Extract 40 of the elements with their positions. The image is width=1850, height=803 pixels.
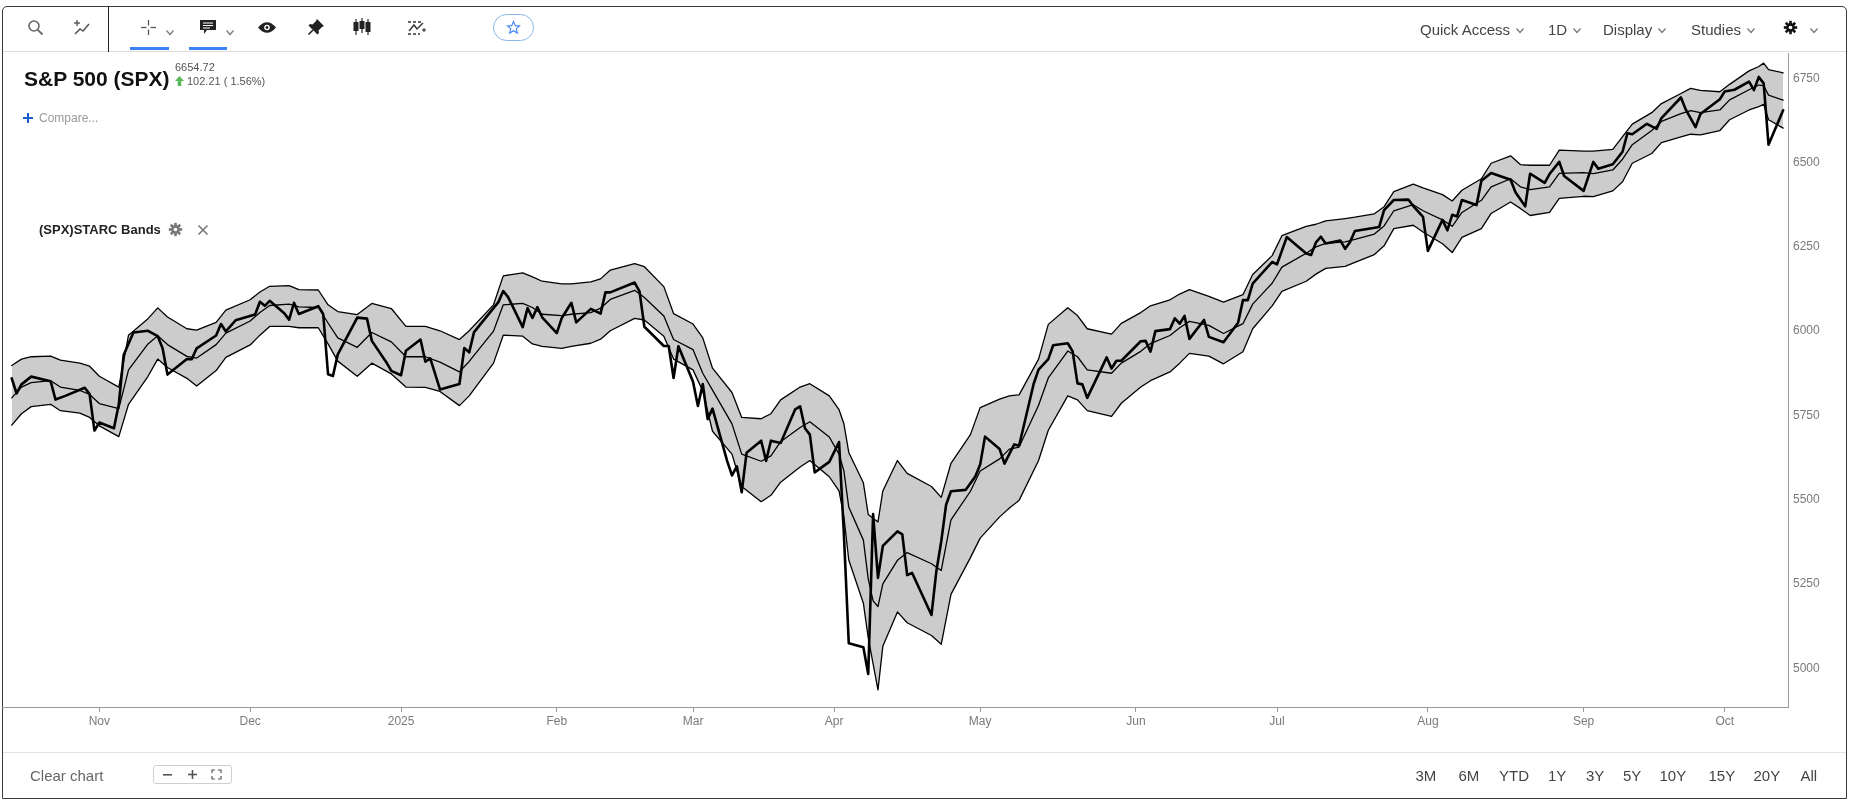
x-tick-label: Feb xyxy=(546,713,568,728)
annotation: (SPX)STARC Bands xyxy=(39,221,161,237)
y-tick-label: 6750 xyxy=(1793,70,1821,85)
text: 5Y xyxy=(1623,766,1642,784)
text: 15Y xyxy=(1708,766,1736,784)
text: All xyxy=(1800,766,1818,784)
text: 3M xyxy=(1415,766,1437,784)
y-tick-label: 5500 xyxy=(1793,491,1821,506)
text: S&P 500 (SPX) xyxy=(24,67,170,90)
text: 6M xyxy=(1458,766,1480,784)
text: YTD xyxy=(1499,766,1529,784)
x-tick-label: Apr xyxy=(824,713,844,728)
x-tick-label: Jun xyxy=(1126,713,1146,728)
x-tick-label: Sep xyxy=(1572,713,1595,728)
text: 20Y xyxy=(1753,766,1781,784)
x-tick-label: Dec xyxy=(239,713,261,728)
y-tick-label: 6000 xyxy=(1793,323,1821,338)
y-tick-label: 5250 xyxy=(1793,576,1821,591)
x-tick-label: Nov xyxy=(88,713,110,728)
text: Display xyxy=(1603,20,1653,38)
y-tick-label: 5750 xyxy=(1793,407,1821,422)
annotation: 6654.72 xyxy=(175,60,215,73)
text: 1D xyxy=(1548,20,1568,38)
text: Studies xyxy=(1691,20,1742,38)
y-tick-label: 6500 xyxy=(1793,154,1821,169)
text: Clear chart xyxy=(30,766,104,784)
x-tick-label: May xyxy=(968,713,992,728)
x-tick-label: Mar xyxy=(682,713,704,728)
y-tick-label: 6250 xyxy=(1793,239,1821,254)
text: Quick Access xyxy=(1420,20,1511,38)
text: 1Y xyxy=(1548,766,1567,784)
text: 3Y xyxy=(1586,766,1605,784)
y-tick-label: 5000 xyxy=(1793,660,1821,675)
annotation: Compare... xyxy=(39,111,99,125)
x-tick-label: Oct xyxy=(1715,713,1735,728)
x-tick-label: 2025 xyxy=(387,713,415,728)
text: 10Y xyxy=(1659,766,1687,784)
x-tick-label: Aug xyxy=(1417,713,1439,728)
x-tick-label: Jul xyxy=(1269,713,1285,728)
annotation: 102.21 ( 1.56%) xyxy=(187,74,266,87)
